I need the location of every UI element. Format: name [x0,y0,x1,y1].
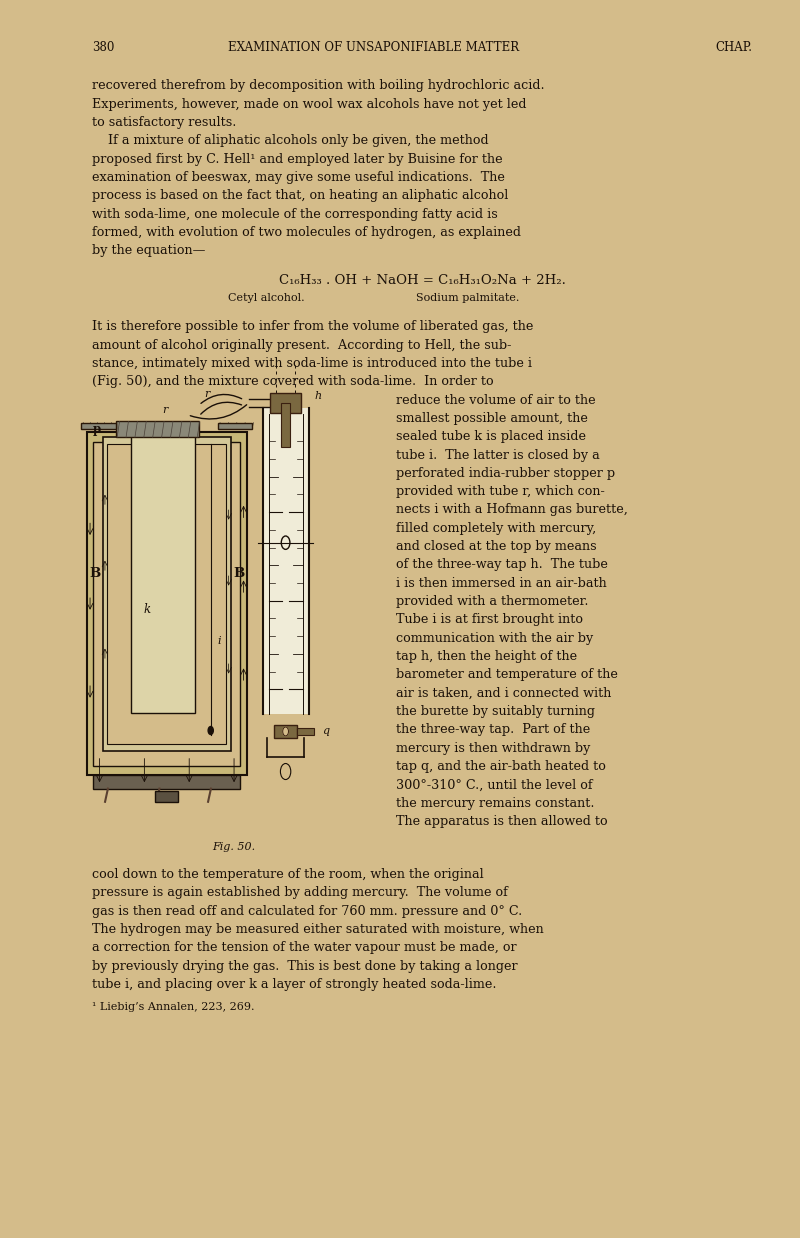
Text: formed, with evolution of two molecules of hydrogen, as explained: formed, with evolution of two molecules … [92,225,521,239]
Text: Experiments, however, made on wool wax alcohols have not yet led: Experiments, however, made on wool wax a… [92,98,526,110]
Text: Cetyl alcohol.: Cetyl alcohol. [228,293,305,303]
Bar [102,437,231,751]
Circle shape [208,727,214,734]
Text: smallest possible amount, the: smallest possible amount, the [396,412,588,425]
Text: pressure is again established by adding mercury.  The volume of: pressure is again established by adding … [92,886,508,900]
Bar [87,432,246,775]
Bar [107,444,226,744]
Text: tube i.  The latter is closed by a: tube i. The latter is closed by a [396,448,600,462]
Text: perforated india-rubber stopper p: perforated india-rubber stopper p [396,467,615,480]
Text: examination of beeswax, may give some useful indications.  The: examination of beeswax, may give some us… [92,171,505,184]
Text: air is taken, and i connected with: air is taken, and i connected with [396,687,611,699]
Text: p: p [93,423,101,436]
Bar [297,728,314,735]
Text: The hydrogen may be measured either saturated with moisture, when: The hydrogen may be measured either satu… [92,924,544,936]
Bar [274,725,297,738]
Bar [262,409,309,714]
Text: proposed first by C. Hell¹ and employed later by Buisine for the: proposed first by C. Hell¹ and employed … [92,152,502,166]
Text: i: i [217,636,221,646]
Text: C₁₆H₃₃ . OH + NaOH = C₁₆H₃₁O₂Na + 2H₂.: C₁₆H₃₃ . OH + NaOH = C₁₆H₃₁O₂Na + 2H₂. [278,274,566,286]
Bar [131,432,195,713]
Text: a correction for the tension of the water vapour must be made, or: a correction for the tension of the wate… [92,941,517,954]
Text: If a mixture of aliphatic alcohols only be given, the method: If a mixture of aliphatic alcohols only … [92,134,489,147]
Text: of the three-way tap h.  The tube: of the three-way tap h. The tube [396,558,608,572]
Text: process is based on the fact that, on heating an aliphatic alcohol: process is based on the fact that, on he… [92,189,508,202]
Text: 300°-310° C., until the level of: 300°-310° C., until the level of [396,779,593,791]
Text: Tube i is at first brought into: Tube i is at first brought into [396,614,583,626]
Text: r: r [162,405,167,416]
Circle shape [282,727,289,735]
Text: recovered therefrom by decomposition with boiling hydrochloric acid.: recovered therefrom by decomposition wit… [92,79,545,93]
Text: provided with a thermometer.: provided with a thermometer. [396,595,589,608]
Text: h: h [314,390,322,401]
Text: (Fig. 50), and the mixture covered with soda-lime.  In order to: (Fig. 50), and the mixture covered with … [92,375,494,389]
Text: the burette by suitably turning: the burette by suitably turning [396,706,595,718]
Text: reduce the volume of air to the: reduce the volume of air to the [396,394,596,406]
Bar [155,791,178,802]
Text: gas is then read off and calculated for 760 mm. pressure and 0° C.: gas is then read off and calculated for … [92,905,522,917]
Text: mercury is then withdrawn by: mercury is then withdrawn by [396,742,590,755]
Text: Fig. 50.: Fig. 50. [213,843,255,853]
Text: CHAP.: CHAP. [715,41,752,54]
Text: stance, intimately mixed with soda-lime is introduced into the tube i: stance, intimately mixed with soda-lime … [92,357,532,370]
Text: with soda-lime, one molecule of the corresponding fatty acid is: with soda-lime, one molecule of the corr… [92,208,498,220]
Text: q: q [322,727,330,737]
Text: and closed at the top by means: and closed at the top by means [396,540,597,553]
Text: It is therefore possible to infer from the volume of liberated gas, the: It is therefore possible to infer from t… [92,321,534,333]
Text: nects i with a Hofmann gas burette,: nects i with a Hofmann gas burette, [396,504,628,516]
Bar [281,402,290,447]
Text: EXAMINATION OF UNSAPONIFIABLE MATTER: EXAMINATION OF UNSAPONIFIABLE MATTER [228,41,519,54]
Text: B: B [233,567,244,579]
Bar [270,394,302,412]
Text: by previously drying the gas.  This is best done by taking a longer: by previously drying the gas. This is be… [92,959,518,973]
Text: The apparatus is then allowed to: The apparatus is then allowed to [396,815,608,828]
Text: the three-way tap.  Part of the: the three-way tap. Part of the [396,723,590,737]
Text: B: B [90,567,101,579]
Text: r: r [205,389,210,399]
Text: i is then immersed in an air-bath: i is then immersed in an air-bath [396,577,606,589]
Text: k: k [144,603,151,617]
Text: the mercury remains constant.: the mercury remains constant. [396,797,594,810]
Text: tube i, and placing over k a layer of strongly heated soda-lime.: tube i, and placing over k a layer of st… [92,978,497,992]
Text: 380: 380 [92,41,114,54]
Text: to satisfactory results.: to satisfactory results. [92,116,236,129]
Text: amount of alcohol originally present.  According to Hell, the sub-: amount of alcohol originally present. Ac… [92,339,511,352]
Text: ¹ Liebig’s Annalen, 223, 269.: ¹ Liebig’s Annalen, 223, 269. [92,1002,254,1011]
Text: provided with tube r, which con-: provided with tube r, which con- [396,485,605,498]
Bar [94,442,240,765]
Text: barometer and temperature of the: barometer and temperature of the [396,669,618,681]
Bar [81,422,116,430]
Bar [115,421,199,437]
Text: sealed tube k is placed inside: sealed tube k is placed inside [396,431,586,443]
Text: tap q, and the air-bath heated to: tap q, and the air-bath heated to [396,760,606,773]
Bar [218,422,253,430]
Text: filled completely with mercury,: filled completely with mercury, [396,522,596,535]
Text: by the equation—: by the equation— [92,244,206,258]
Text: tap h, then the height of the: tap h, then the height of the [396,650,577,664]
Text: Sodium palmitate.: Sodium palmitate. [416,293,519,303]
Bar [94,775,240,789]
Text: cool down to the temperature of the room, when the original: cool down to the temperature of the room… [92,868,484,881]
Text: communication with the air by: communication with the air by [396,631,594,645]
Circle shape [281,764,290,780]
